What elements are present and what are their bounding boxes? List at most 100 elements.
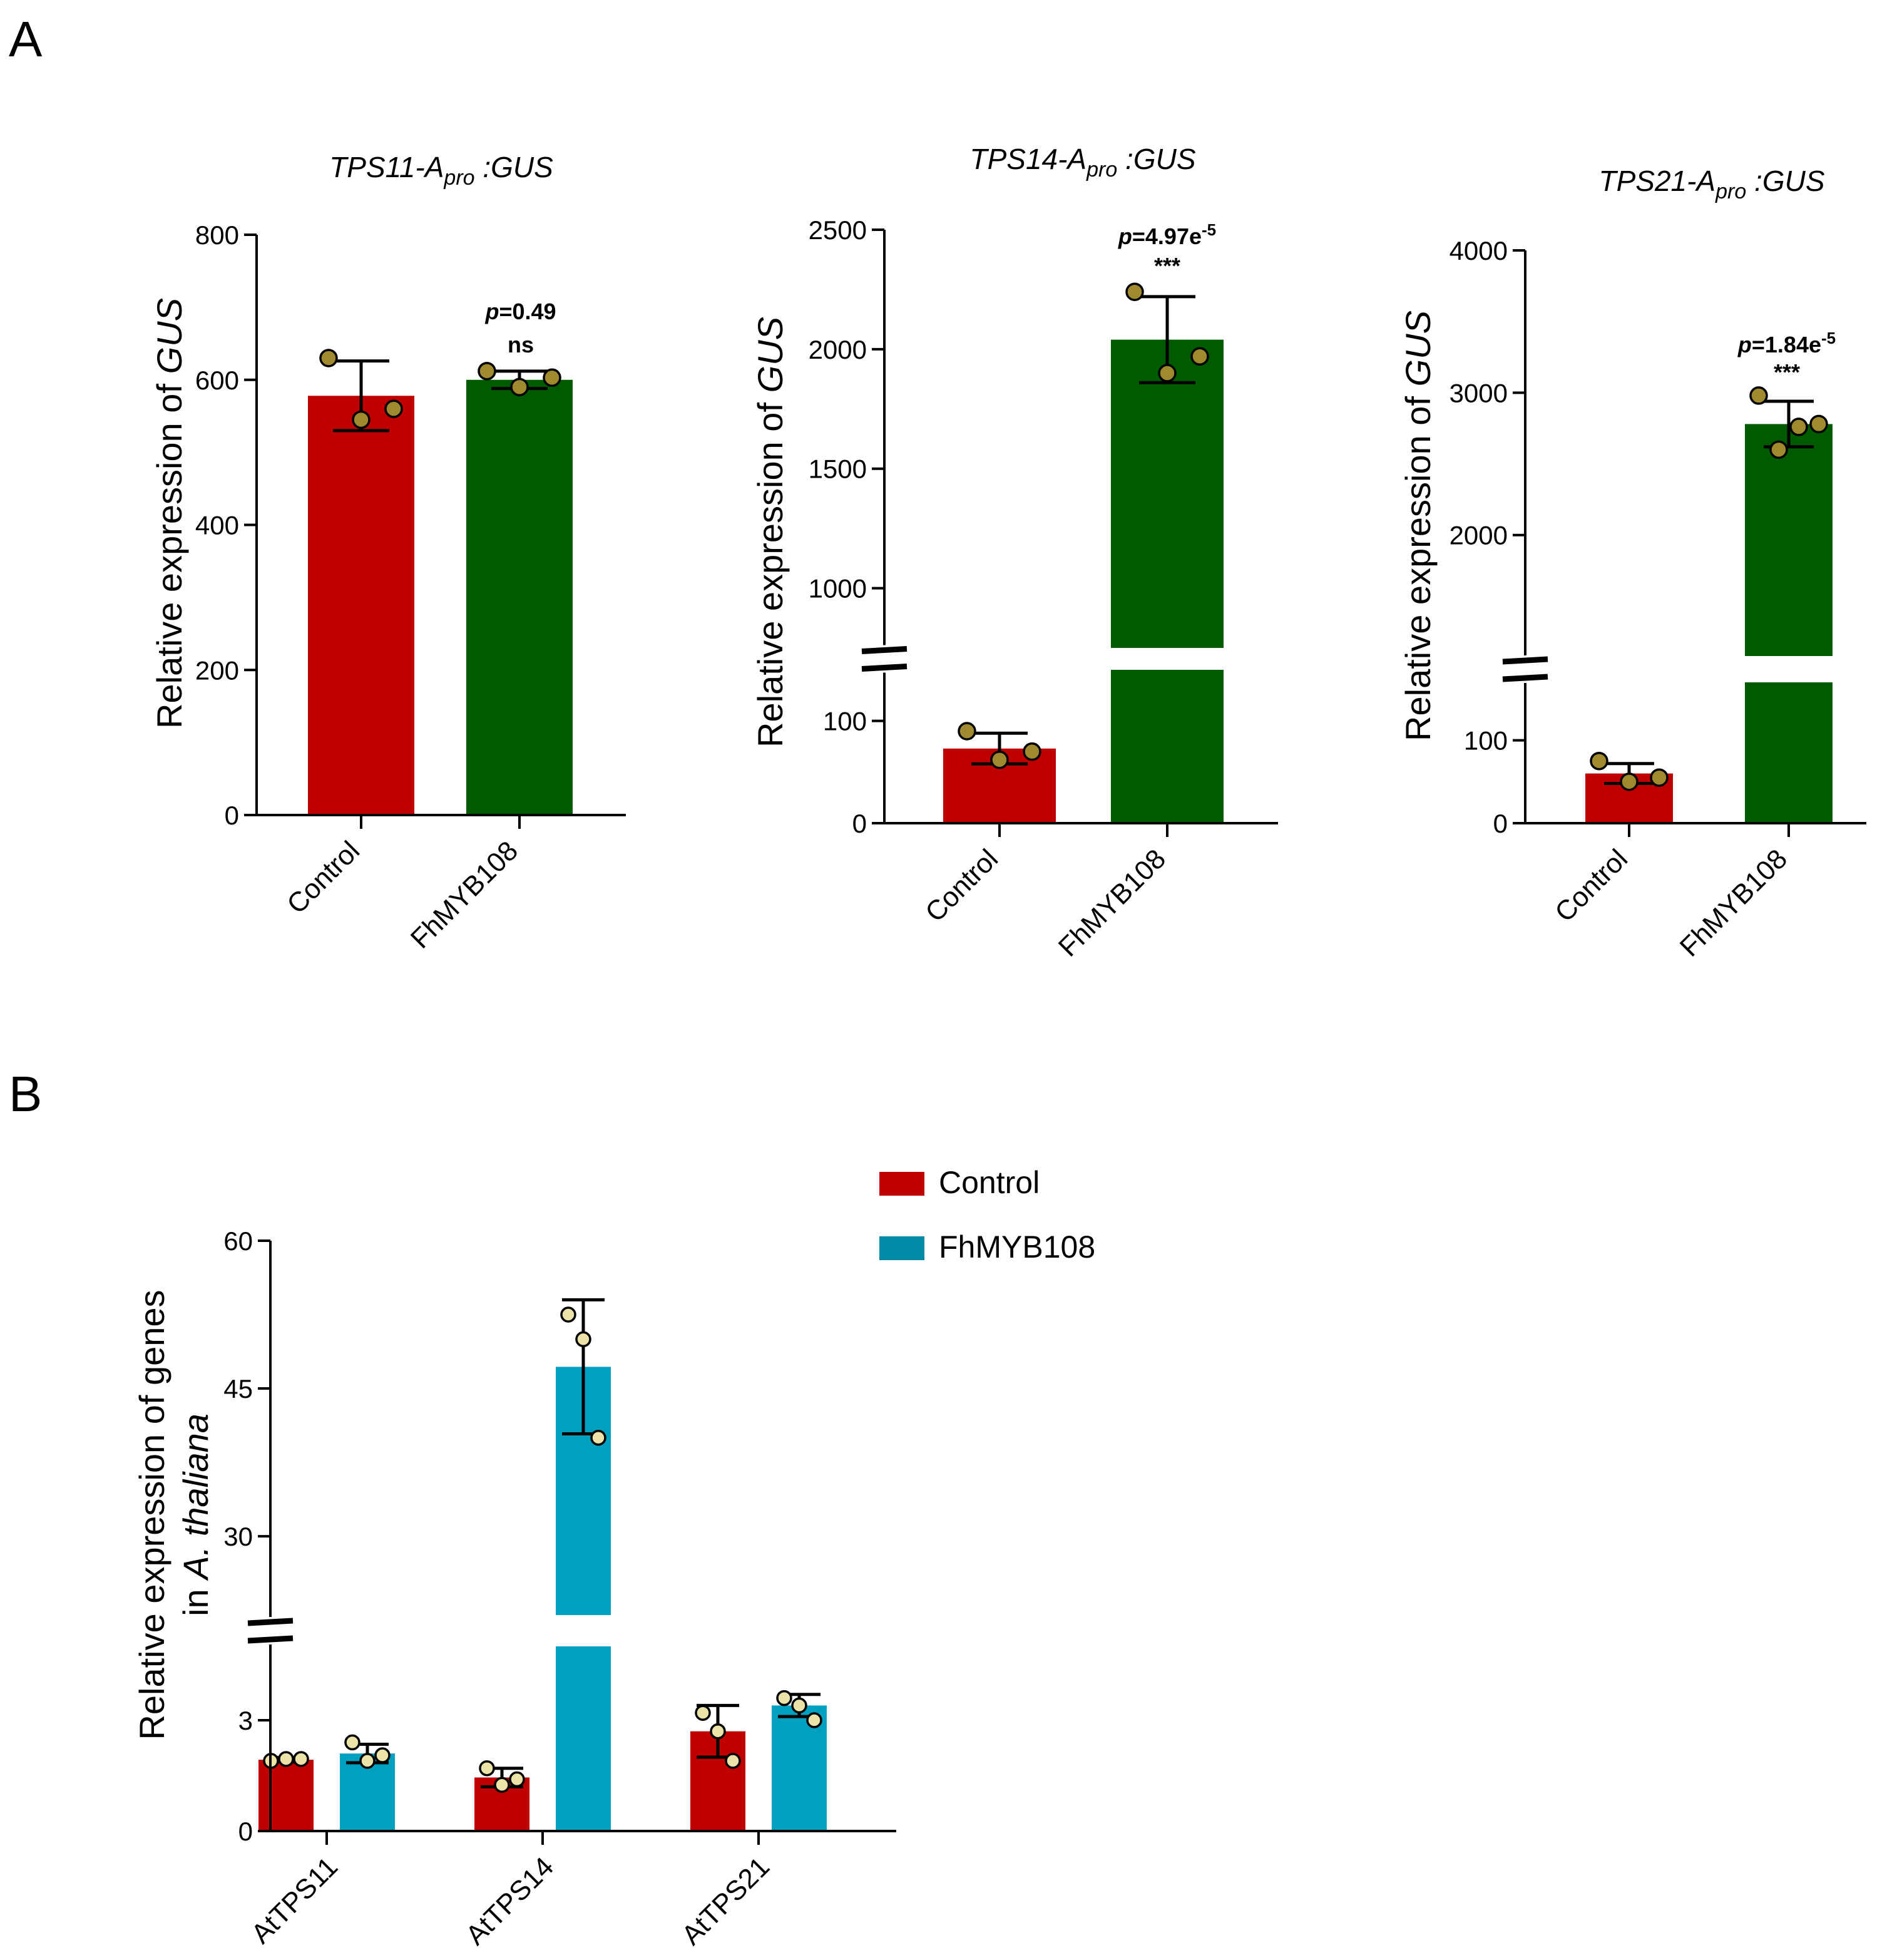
data-point	[352, 410, 371, 429]
x-tick-label: FhMYB108	[405, 835, 524, 954]
y-tick-label: 3	[238, 1706, 253, 1735]
y-axis-label: Relative expression of GUS	[1398, 310, 1438, 741]
x-tick-label: Control	[281, 835, 366, 920]
panel-label-a: A	[9, 11, 43, 67]
y-tick-label: 3000	[1450, 378, 1508, 408]
data-point	[344, 1734, 360, 1751]
title-main: TPS21-A	[1598, 165, 1715, 197]
chart-title: TPS21-Apro :GUS	[1598, 165, 1824, 203]
data-point	[791, 1697, 807, 1714]
x-tick-label: AtTPS21	[676, 1851, 775, 1951]
data-point	[990, 750, 1009, 769]
chart-title: TPS11-Apro :GUS	[329, 151, 553, 190]
data-point	[1590, 751, 1608, 771]
bar	[1745, 682, 1833, 823]
y-tick-label: 0	[225, 801, 239, 830]
bar	[258, 1760, 314, 1831]
axis-break-mark	[1502, 656, 1548, 665]
data-point	[1650, 768, 1669, 787]
chart-tps21: TPS21-Apro :GUS Relative expression of GU…	[1398, 165, 1866, 963]
data-point	[806, 1712, 822, 1728]
p-symbol: p	[1737, 332, 1752, 357]
significance-label: ***	[1774, 359, 1800, 385]
y-tick-label: 100	[1464, 726, 1508, 756]
axis-break-mark	[861, 646, 908, 654]
data-point	[384, 399, 403, 418]
y-axis-label-main: Relative expression of	[150, 374, 189, 729]
p-value-label: p=0.49	[484, 299, 556, 324]
y-tick-label: 4000	[1450, 236, 1508, 265]
p-symbol: p	[484, 299, 499, 324]
y-axis-label-line2: in A. thaliana	[176, 1414, 215, 1616]
data-point	[509, 1771, 525, 1788]
bar	[308, 396, 414, 815]
significance-label: ***	[1154, 253, 1180, 279]
axis-break-mark	[1502, 674, 1548, 682]
data-point	[293, 1751, 309, 1767]
y-tick-label: 1000	[809, 574, 867, 603]
chart-atps: Relative expression of genes in A. thalia…	[132, 1165, 1095, 1951]
y-axis-label-main: Relative expression of	[750, 393, 790, 747]
title-main: TPS14-A	[969, 143, 1086, 175]
title-end: :GUS	[475, 151, 554, 183]
y-axis-label-line1: Relative expression of genes	[132, 1290, 171, 1740]
y-tick-label: 600	[195, 366, 239, 395]
bar	[466, 379, 573, 815]
data-point	[543, 368, 561, 387]
chart-tps11: TPS11-Apro :GUS Relative expression of GU…	[150, 151, 626, 955]
bar	[1111, 670, 1224, 823]
bar	[1111, 339, 1224, 648]
axis-break-mark	[247, 1618, 294, 1626]
title-main: TPS11-A	[329, 151, 444, 183]
title-subscript: pro	[443, 166, 474, 190]
p-exponent: -5	[1202, 220, 1216, 239]
title-end: :GUS	[1117, 143, 1196, 175]
y-axis-label: Relative expression of GUS	[750, 317, 790, 747]
significance-label: ns	[508, 332, 534, 357]
y-tick-label: 0	[852, 809, 867, 838]
y-tick-label: 2500	[809, 215, 867, 245]
data-point	[510, 377, 529, 397]
y-axis-label: Relative expression of GUS	[150, 298, 189, 729]
bar	[556, 1646, 611, 1831]
p-value: =4.97e	[1132, 223, 1202, 249]
title-end: :GUS	[1746, 165, 1825, 197]
legend: Control FhMYB108	[879, 1165, 1095, 1265]
legend-swatch	[879, 1236, 924, 1260]
panel-label-b: B	[9, 1066, 42, 1122]
data-point	[478, 362, 496, 381]
y-tick-label: 0	[238, 1817, 253, 1846]
y-axis-label-species: A. thaliana	[176, 1414, 215, 1581]
data-point	[958, 722, 976, 741]
data-point	[575, 1331, 591, 1348]
data-point	[1749, 386, 1768, 405]
p-value: =0.49	[499, 299, 556, 324]
data-point	[725, 1753, 741, 1769]
x-tick-label: AtTPS14	[460, 1851, 560, 1951]
x-tick-label: FhMYB108	[1053, 843, 1172, 962]
p-value: =1.84e	[1752, 332, 1821, 357]
y-tick-label: 45	[223, 1374, 253, 1403]
y-axis-label-in: in	[176, 1579, 215, 1616]
y-tick-label: 2000	[1450, 521, 1508, 550]
y-tick-label: 0	[1493, 809, 1508, 838]
data-point	[1620, 772, 1639, 791]
y-tick-label: 2000	[809, 335, 867, 364]
data-point	[319, 349, 338, 367]
data-point	[494, 1777, 510, 1793]
data-point	[479, 1760, 495, 1777]
x-tick-label: Control	[919, 843, 1004, 928]
y-tick-label: 100	[823, 707, 867, 736]
legend-label: FhMYB108	[939, 1229, 1095, 1265]
axis-break-mark	[247, 1635, 294, 1644]
data-point	[560, 1306, 576, 1323]
y-tick-label: 60	[223, 1226, 253, 1256]
data-point	[710, 1723, 726, 1740]
axis-break-mark	[861, 664, 908, 672]
data-point	[1769, 440, 1788, 459]
data-point	[776, 1690, 792, 1706]
data-point	[374, 1747, 391, 1763]
p-exponent: -5	[1821, 329, 1836, 347]
chart-tps14: TPS14-Apro :GUS Relative expression of GU…	[750, 143, 1278, 963]
